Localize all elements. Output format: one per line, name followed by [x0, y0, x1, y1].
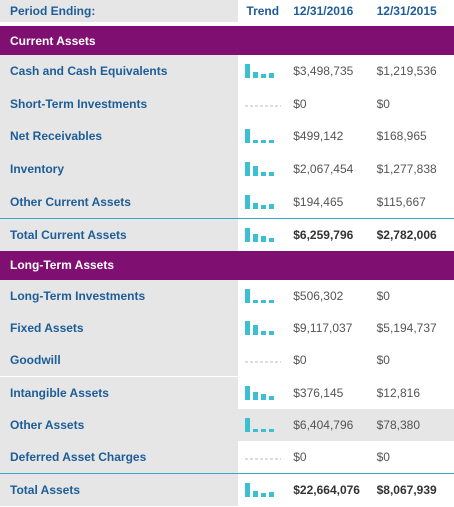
trend-icon: [244, 361, 281, 363]
table-row: Other Assets $6,404,796 $78,380: [0, 408, 454, 442]
total-row: Total Current Assets $6,259,796 $2,782,006: [0, 218, 454, 251]
row-label: Inventory: [0, 152, 239, 186]
trend-cell: [238, 474, 287, 505]
row-value: $0: [376, 96, 390, 111]
row-label: Goodwill: [0, 344, 239, 377]
trend-cell: [238, 280, 287, 312]
table-row: Short-Term Investments $0 $0: [0, 87, 454, 121]
header-label: Period Ending:: [0, 0, 239, 22]
row-label: Long-Term Investments: [0, 279, 239, 312]
trend-icon: [244, 483, 274, 498]
row-value: $0: [293, 450, 307, 465]
trend-icon: [244, 417, 274, 432]
table-row: Fixed Assets $9,117,037 $5,194,737: [0, 311, 454, 345]
trend-cell: [238, 441, 287, 473]
row-label: Net Receivables: [0, 120, 239, 153]
table-row: Long-Term Investments $506,302 $0: [0, 279, 454, 312]
trend-cell: [238, 312, 287, 344]
row-value: $0: [376, 353, 390, 368]
row-value: $506,302: [293, 288, 344, 303]
row-value: $6,404,796: [287, 408, 371, 442]
table-row: Deferred Asset Charges $0 $0: [0, 441, 454, 474]
row-value: $5,194,737: [376, 321, 437, 336]
trend-icon: [244, 64, 274, 79]
header-period: 12/31/2016: [293, 4, 354, 18]
row-value: $115,667: [376, 194, 426, 209]
row-value: $8,067,939: [376, 483, 437, 498]
row-value: $1,277,838: [376, 162, 437, 177]
row-label: Intangible Assets: [0, 376, 239, 409]
row-value: $376,145: [293, 385, 344, 400]
trend-icon: [244, 458, 281, 460]
section-header: Long-Term Assets: [0, 250, 454, 280]
table-row: Cash and Cash Equivalents $3,498,735 $1,21…: [0, 55, 454, 88]
table-row: Net Receivables $499,142 $168,965: [0, 120, 454, 153]
row-label: Other Current Assets: [0, 185, 239, 218]
trend-cell: [238, 344, 287, 376]
row-label: Deferred Asset Charges: [0, 441, 239, 474]
header-period: 12/31/2015: [376, 4, 437, 18]
trend-cell: [238, 185, 287, 218]
trend-cell: [238, 377, 287, 409]
total-row: Total Assets $22,664,076 $8,067,939: [0, 473, 454, 506]
header-trend: Trend: [246, 4, 280, 18]
row-label: Total Current Assets: [0, 219, 239, 251]
trend-icon: [244, 227, 274, 242]
trend-icon: [244, 162, 274, 177]
trend-icon: [244, 194, 274, 209]
header-row: Period Ending: Trend 12/31/2016 12/31/2015: [0, 0, 454, 22]
row-value: $1,219,536: [376, 64, 437, 79]
section-header: Current Assets: [0, 26, 454, 55]
row-label: Cash and Cash Equivalents: [0, 55, 239, 88]
row-value: $2,067,454: [293, 162, 354, 177]
trend-icon: [244, 321, 274, 336]
trend-icon: [244, 105, 281, 107]
table-row: Inventory $2,067,454 $1,277,838: [0, 152, 454, 186]
row-value: $3,498,735: [293, 64, 354, 79]
trend-icon: [244, 288, 274, 303]
row-value: $12,816: [376, 385, 421, 400]
row-value: $0: [293, 96, 307, 111]
row-value: $0: [376, 288, 390, 303]
trend-cell: [238, 219, 287, 251]
trend-cell: [238, 55, 287, 88]
row-value: $0: [293, 353, 307, 368]
row-label: Total Assets: [0, 474, 239, 506]
row-value: $9,117,037: [293, 321, 353, 336]
table-row: Other Current Assets $194,465 $115,667: [0, 185, 454, 218]
row-value: $194,465: [293, 194, 344, 209]
trend-cell: [238, 120, 287, 153]
trend-icon: [244, 385, 274, 400]
row-label: Other Assets: [0, 408, 239, 442]
row-value: $2,782,006: [376, 227, 437, 242]
row-label: Fixed Assets: [0, 311, 239, 345]
table-row: Goodwill $0 $0: [0, 344, 454, 377]
trend-icon: [244, 129, 274, 144]
row-value: $6,259,796: [293, 227, 354, 242]
table-row: Intangible Assets $376,145 $12,816: [0, 376, 454, 409]
row-value: $78,380: [370, 408, 454, 442]
trend-cell: [238, 153, 287, 186]
row-value: $0: [376, 450, 390, 465]
row-value: $168,965: [376, 129, 427, 144]
row-value: $499,142: [293, 129, 344, 144]
trend-cell: [238, 408, 288, 442]
row-value: $22,664,076: [293, 483, 360, 498]
row-label: Short-Term Investments: [0, 87, 239, 121]
trend-cell: [238, 88, 287, 121]
